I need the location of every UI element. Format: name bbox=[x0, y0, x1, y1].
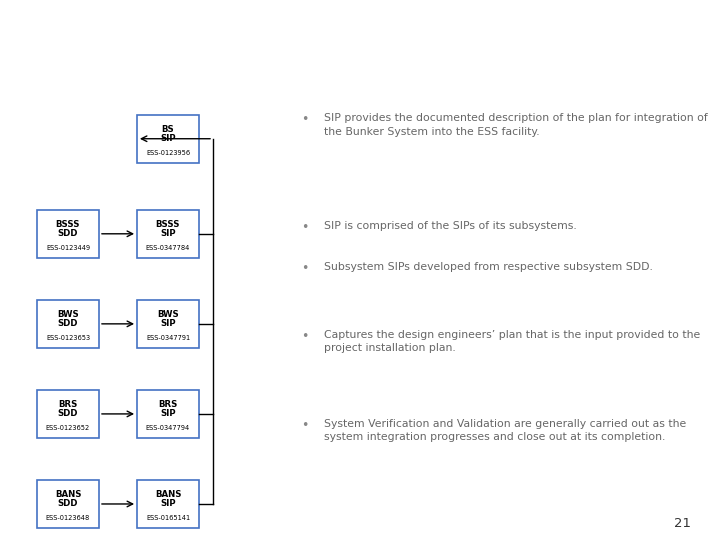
Text: BSSS: BSSS bbox=[55, 220, 80, 229]
Text: Subsystem SIPs developed from respective subsystem SDD.: Subsystem SIPs developed from respective… bbox=[324, 262, 653, 272]
Text: Captures the design engineers’ plan that is the input provided to the project in: Captures the design engineers’ plan that… bbox=[324, 330, 701, 353]
Text: BSSS: BSSS bbox=[156, 220, 180, 229]
Text: BANS: BANS bbox=[155, 490, 181, 499]
Text: •: • bbox=[302, 330, 309, 343]
Text: BWS: BWS bbox=[157, 310, 179, 319]
FancyBboxPatch shape bbox=[137, 390, 199, 438]
FancyBboxPatch shape bbox=[137, 300, 199, 348]
Text: SOURCE: SOURCE bbox=[654, 42, 677, 47]
Text: BS: BS bbox=[161, 125, 174, 133]
FancyBboxPatch shape bbox=[37, 390, 99, 438]
FancyBboxPatch shape bbox=[37, 300, 99, 348]
Text: ESS-0123648: ESS-0123648 bbox=[46, 515, 90, 522]
Text: ESS-0123449: ESS-0123449 bbox=[46, 245, 90, 251]
Text: BWS: BWS bbox=[57, 310, 79, 319]
Text: SDD: SDD bbox=[58, 319, 78, 328]
Text: SIP: SIP bbox=[160, 500, 176, 509]
Text: BANS: BANS bbox=[55, 490, 81, 499]
FancyBboxPatch shape bbox=[137, 114, 199, 163]
Text: EUROPEAN: EUROPEAN bbox=[654, 37, 684, 42]
Text: SIP: SIP bbox=[160, 134, 176, 143]
Text: ESS-0165141: ESS-0165141 bbox=[146, 515, 190, 522]
Text: SDD: SDD bbox=[58, 409, 78, 418]
Text: ESS-0123956 - System Integration Plan (SIP): ESS-0123956 - System Integration Plan (S… bbox=[16, 63, 279, 76]
Text: SIP: SIP bbox=[160, 409, 176, 418]
Text: Bunker System Documentation: Bunker System Documentation bbox=[16, 22, 429, 45]
Text: ess: ess bbox=[611, 37, 630, 47]
Text: •: • bbox=[302, 221, 309, 234]
Text: ESS-0123956: ESS-0123956 bbox=[146, 150, 190, 156]
Text: ESS-0347794: ESS-0347794 bbox=[146, 426, 190, 431]
Text: ESS-0123653: ESS-0123653 bbox=[46, 335, 90, 341]
Text: SIP: SIP bbox=[160, 230, 176, 238]
Text: SIP provides the documented description of the plan for integration of the Bunke: SIP provides the documented description … bbox=[324, 113, 708, 137]
FancyBboxPatch shape bbox=[37, 480, 99, 528]
Text: 21: 21 bbox=[674, 517, 691, 530]
Text: BRS: BRS bbox=[158, 400, 178, 409]
Text: •: • bbox=[302, 262, 309, 275]
Text: •: • bbox=[302, 419, 309, 432]
Text: SDD: SDD bbox=[58, 500, 78, 509]
Text: ESS-0123652: ESS-0123652 bbox=[46, 426, 90, 431]
FancyBboxPatch shape bbox=[137, 210, 199, 258]
Text: SPALLATION: SPALLATION bbox=[654, 39, 687, 44]
Text: •: • bbox=[302, 113, 309, 126]
FancyBboxPatch shape bbox=[137, 480, 199, 528]
Text: BRS: BRS bbox=[58, 400, 78, 409]
Text: SDD: SDD bbox=[58, 230, 78, 238]
Text: System Verification and Validation are generally carried out as the system integ: System Verification and Validation are g… bbox=[324, 419, 686, 442]
Text: SIP: SIP bbox=[160, 319, 176, 328]
Text: SIP is comprised of the SIPs of its subsystems.: SIP is comprised of the SIPs of its subs… bbox=[324, 221, 577, 231]
Text: ESS-0347784: ESS-0347784 bbox=[146, 245, 190, 251]
FancyBboxPatch shape bbox=[37, 210, 99, 258]
Text: ESS-0347791: ESS-0347791 bbox=[146, 335, 190, 341]
